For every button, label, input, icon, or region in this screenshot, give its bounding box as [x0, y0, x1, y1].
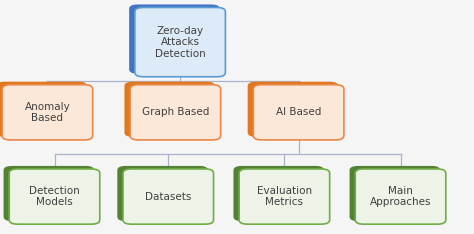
FancyBboxPatch shape — [135, 7, 226, 77]
FancyBboxPatch shape — [123, 169, 213, 224]
Text: AI Based: AI Based — [276, 107, 321, 117]
Text: Zero-day
Attacks
Detection: Zero-day Attacks Detection — [155, 26, 206, 59]
Text: Main
Approaches: Main Approaches — [370, 186, 431, 207]
FancyBboxPatch shape — [355, 169, 446, 224]
FancyBboxPatch shape — [117, 166, 208, 221]
FancyBboxPatch shape — [233, 166, 324, 221]
FancyBboxPatch shape — [130, 85, 220, 140]
FancyBboxPatch shape — [129, 4, 219, 74]
FancyBboxPatch shape — [2, 85, 92, 140]
Text: Graph Based: Graph Based — [142, 107, 209, 117]
FancyBboxPatch shape — [239, 169, 330, 224]
Text: Detection
Models: Detection Models — [29, 186, 80, 207]
FancyBboxPatch shape — [4, 166, 94, 221]
FancyBboxPatch shape — [349, 166, 440, 221]
FancyBboxPatch shape — [0, 82, 87, 137]
FancyBboxPatch shape — [124, 82, 215, 137]
FancyBboxPatch shape — [9, 169, 100, 224]
Text: Anomaly
Based: Anomaly Based — [25, 102, 70, 123]
FancyBboxPatch shape — [253, 85, 344, 140]
Text: Evaluation
Metrics: Evaluation Metrics — [257, 186, 312, 207]
FancyBboxPatch shape — [247, 82, 338, 137]
Text: Datasets: Datasets — [145, 192, 191, 201]
